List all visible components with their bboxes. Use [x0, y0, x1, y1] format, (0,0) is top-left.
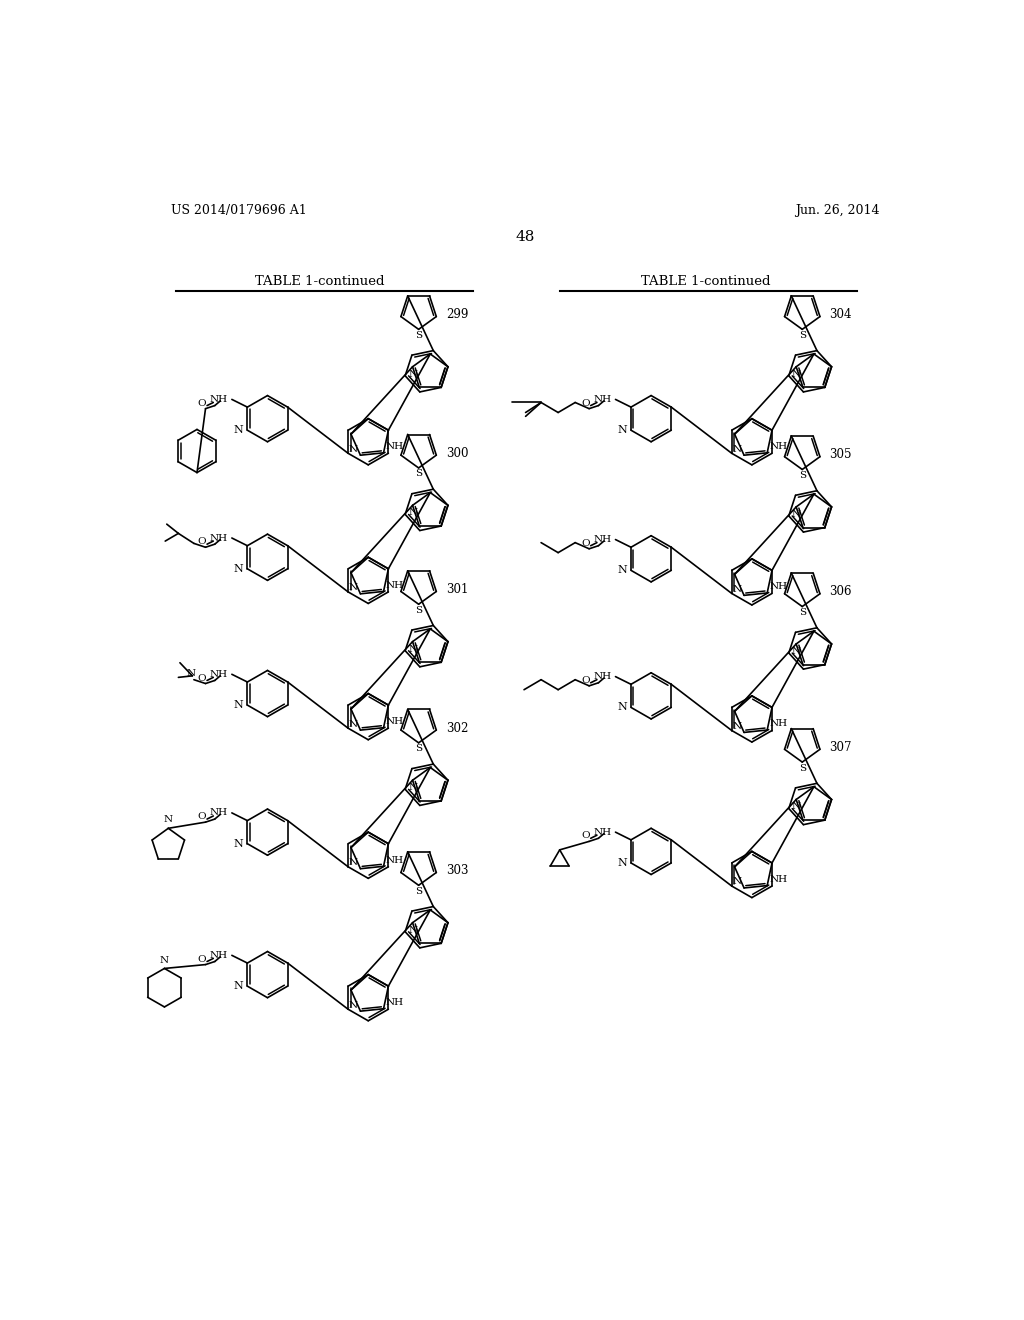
Text: 306: 306 — [829, 585, 852, 598]
Text: N: N — [164, 816, 173, 825]
Text: N: N — [732, 722, 741, 731]
Text: N: N — [349, 583, 358, 593]
Text: TABLE 1-continued: TABLE 1-continued — [255, 275, 385, 288]
Text: N: N — [233, 425, 244, 436]
Text: NH: NH — [386, 998, 404, 1007]
Text: O: O — [581, 539, 590, 548]
Text: O: O — [198, 399, 206, 408]
Text: N: N — [187, 669, 197, 678]
Text: N: N — [160, 956, 169, 965]
Text: O: O — [581, 399, 590, 408]
Text: N: N — [732, 585, 741, 594]
Text: N: N — [732, 878, 741, 887]
Text: NH: NH — [386, 717, 404, 726]
Text: NH: NH — [386, 855, 404, 865]
Text: N: N — [349, 858, 358, 867]
Text: N: N — [409, 925, 418, 935]
Text: 301: 301 — [445, 583, 468, 597]
Text: N: N — [233, 981, 244, 991]
Text: N: N — [792, 510, 801, 519]
Text: 304: 304 — [829, 308, 852, 321]
Text: 300: 300 — [445, 446, 468, 459]
Text: N: N — [792, 370, 801, 379]
Text: S: S — [799, 331, 806, 339]
Text: 302: 302 — [445, 722, 468, 735]
Text: N: N — [233, 838, 244, 849]
Text: 307: 307 — [829, 741, 852, 754]
Text: O: O — [198, 673, 206, 682]
Text: NH: NH — [386, 442, 404, 451]
Text: NH: NH — [769, 582, 787, 591]
Text: NH: NH — [594, 672, 611, 681]
Text: S: S — [415, 331, 422, 339]
Text: 48: 48 — [515, 230, 535, 244]
Text: NH: NH — [594, 395, 611, 404]
Text: N: N — [233, 700, 244, 710]
Text: O: O — [198, 812, 206, 821]
Text: S: S — [799, 609, 806, 616]
Text: Jun. 26, 2014: Jun. 26, 2014 — [796, 205, 880, 218]
Text: N: N — [409, 508, 418, 517]
Text: O: O — [198, 954, 206, 964]
Text: S: S — [799, 763, 806, 772]
Text: US 2014/0179696 A1: US 2014/0179696 A1 — [171, 205, 306, 218]
Text: S: S — [415, 606, 422, 615]
Text: N: N — [617, 565, 627, 576]
Text: S: S — [415, 887, 422, 896]
Text: S: S — [415, 470, 422, 478]
Text: N: N — [617, 425, 627, 436]
Text: N: N — [792, 647, 801, 656]
Text: N: N — [349, 445, 358, 454]
Text: S: S — [415, 744, 422, 754]
Text: N: N — [409, 644, 418, 653]
Text: N: N — [409, 783, 418, 792]
Text: NH: NH — [210, 808, 228, 817]
Text: NH: NH — [769, 442, 787, 451]
Text: N: N — [233, 564, 244, 574]
Text: 303: 303 — [445, 865, 468, 878]
Text: 299: 299 — [445, 308, 468, 321]
Text: O: O — [581, 832, 590, 841]
Text: N: N — [732, 445, 741, 454]
Text: N: N — [792, 803, 801, 812]
Text: 305: 305 — [829, 449, 852, 462]
Text: O: O — [581, 676, 590, 685]
Text: O: O — [198, 537, 206, 546]
Text: NH: NH — [386, 581, 404, 590]
Text: TABLE 1-continued: TABLE 1-continued — [641, 275, 770, 288]
Text: NH: NH — [210, 669, 228, 678]
Text: NH: NH — [594, 535, 611, 544]
Text: NH: NH — [210, 395, 228, 404]
Text: NH: NH — [769, 719, 787, 729]
Text: N: N — [409, 370, 418, 379]
Text: N: N — [617, 702, 627, 713]
Text: NH: NH — [210, 533, 228, 543]
Text: N: N — [349, 1001, 358, 1010]
Text: NH: NH — [210, 950, 228, 960]
Text: S: S — [799, 471, 806, 480]
Text: NH: NH — [769, 875, 787, 884]
Text: NH: NH — [594, 828, 611, 837]
Text: N: N — [349, 719, 358, 729]
Text: N: N — [617, 858, 627, 869]
